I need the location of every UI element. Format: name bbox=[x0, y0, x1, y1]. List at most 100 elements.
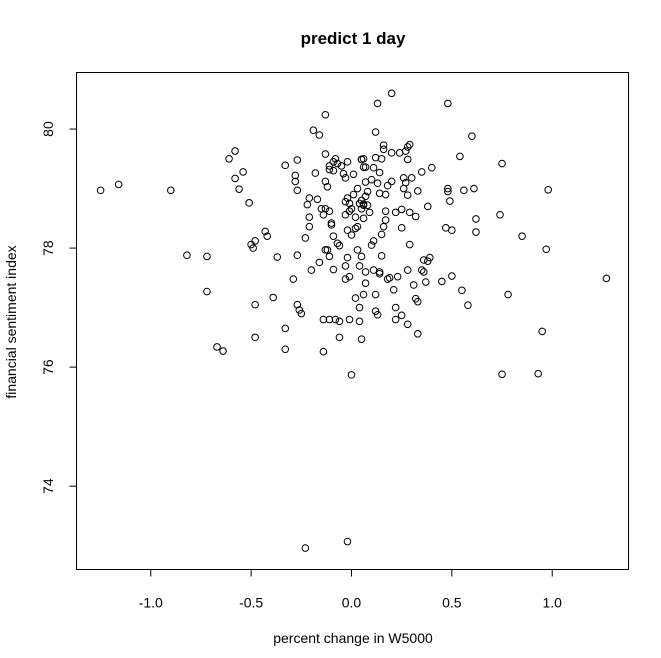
data-point bbox=[345, 315, 354, 324]
data-point bbox=[391, 303, 400, 312]
data-point bbox=[335, 317, 344, 326]
data-point bbox=[281, 345, 290, 354]
data-point bbox=[381, 216, 390, 224]
data-point bbox=[353, 184, 362, 193]
data-point bbox=[293, 186, 302, 195]
chart-title: predict 1 day bbox=[301, 29, 406, 48]
data-point bbox=[355, 262, 364, 270]
data-point bbox=[401, 147, 410, 155]
data-point bbox=[323, 182, 332, 191]
data-point bbox=[504, 290, 512, 299]
data-point bbox=[470, 184, 478, 193]
data-point bbox=[303, 200, 312, 209]
data-point bbox=[417, 266, 426, 274]
data-point bbox=[203, 287, 211, 296]
data-point bbox=[363, 201, 372, 210]
data-point bbox=[361, 163, 370, 171]
data-point bbox=[353, 222, 362, 231]
data-point bbox=[351, 224, 360, 233]
data-point bbox=[438, 277, 446, 286]
data-point bbox=[359, 290, 368, 299]
data-point bbox=[361, 192, 370, 201]
data-points bbox=[96, 89, 611, 552]
data-point bbox=[349, 170, 358, 179]
data-point bbox=[351, 294, 360, 302]
data-point bbox=[359, 163, 368, 171]
data-point bbox=[345, 272, 354, 281]
data-point bbox=[460, 186, 468, 195]
data-point bbox=[365, 208, 374, 217]
data-point bbox=[387, 149, 396, 157]
data-point bbox=[349, 190, 358, 199]
data-point bbox=[219, 347, 227, 355]
data-point bbox=[114, 180, 123, 189]
data-point bbox=[359, 200, 368, 208]
data-point bbox=[405, 240, 414, 249]
data-point bbox=[375, 168, 384, 177]
data-point bbox=[297, 309, 306, 318]
data-point bbox=[369, 237, 378, 245]
data-point bbox=[403, 155, 412, 164]
data-point bbox=[96, 186, 105, 195]
data-point bbox=[387, 89, 396, 98]
data-point bbox=[399, 174, 408, 182]
data-point bbox=[305, 194, 314, 202]
data-point bbox=[425, 253, 434, 262]
data-point bbox=[167, 186, 175, 195]
data-point bbox=[444, 184, 452, 193]
data-point bbox=[311, 169, 320, 177]
data-point bbox=[325, 165, 334, 174]
data-point bbox=[357, 335, 366, 343]
data-point bbox=[325, 162, 334, 170]
data-point bbox=[263, 232, 271, 240]
data-point bbox=[347, 231, 356, 239]
data-point bbox=[472, 228, 480, 236]
data-point bbox=[343, 157, 352, 166]
data-point bbox=[385, 274, 394, 282]
data-point bbox=[231, 174, 239, 183]
data-point bbox=[421, 278, 430, 286]
data-point bbox=[251, 300, 259, 309]
data-point bbox=[542, 245, 551, 254]
data-point bbox=[371, 290, 380, 299]
data-point bbox=[305, 222, 314, 231]
data-point bbox=[341, 275, 350, 283]
y-tick-label: 78 bbox=[40, 240, 56, 256]
data-point bbox=[403, 191, 412, 199]
data-point bbox=[375, 189, 384, 198]
data-point bbox=[411, 212, 420, 221]
data-point bbox=[333, 159, 342, 168]
data-point bbox=[337, 162, 346, 170]
data-point bbox=[397, 311, 406, 320]
data-point bbox=[273, 253, 282, 261]
data-point bbox=[448, 226, 456, 235]
data-point bbox=[367, 175, 376, 184]
data-point bbox=[369, 163, 378, 172]
data-point bbox=[203, 252, 211, 261]
data-point bbox=[413, 187, 422, 195]
data-point bbox=[319, 315, 328, 324]
data-point bbox=[331, 155, 340, 163]
data-point bbox=[458, 286, 466, 295]
data-point bbox=[518, 232, 526, 240]
data-point bbox=[391, 315, 400, 324]
data-point bbox=[321, 150, 330, 158]
y-axis-label: financial sentiment index bbox=[3, 245, 19, 398]
data-point bbox=[423, 202, 432, 211]
data-point bbox=[321, 246, 330, 254]
data-point bbox=[249, 244, 257, 252]
data-point bbox=[403, 143, 412, 151]
data-point bbox=[335, 241, 344, 250]
y-tick-label: 76 bbox=[40, 359, 56, 375]
data-point bbox=[343, 253, 352, 262]
data-point bbox=[383, 275, 392, 283]
data-point bbox=[405, 208, 414, 217]
data-point bbox=[401, 178, 410, 187]
data-point bbox=[319, 347, 328, 356]
data-point bbox=[496, 210, 504, 219]
data-point bbox=[305, 213, 314, 221]
data-point bbox=[345, 199, 354, 208]
y-tick-label: 80 bbox=[40, 121, 56, 137]
data-point bbox=[321, 110, 330, 119]
